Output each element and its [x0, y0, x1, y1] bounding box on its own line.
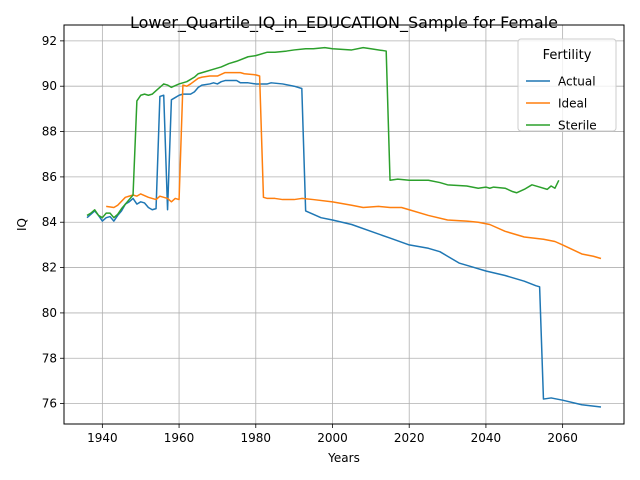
x-axis-label: Years	[327, 451, 360, 465]
legend-label-ideal: Ideal	[558, 97, 587, 111]
series-layer	[86, 46, 602, 408]
legend-label-sterile: Sterile	[558, 119, 597, 133]
y-tick-label: 82	[42, 261, 57, 275]
x-tick-label: 2040	[471, 431, 502, 445]
y-tick-label: 92	[42, 34, 57, 48]
plot-frame	[63, 24, 625, 425]
legend-box	[517, 38, 617, 132]
y-tick-label: 84	[42, 215, 57, 229]
series-line-ideal	[106, 71, 602, 260]
x-tick-label: 1960	[164, 431, 195, 445]
y-tick-label: 78	[42, 351, 57, 365]
legend-title: Fertility	[543, 48, 592, 63]
x-tick-label: 2000	[317, 431, 348, 445]
y-tick-label: 76	[42, 397, 57, 411]
y-tick-label: 86	[42, 170, 57, 184]
grid	[64, 25, 624, 424]
y-tick-label: 88	[42, 125, 57, 139]
legend: Fertility Actual Ideal Sterile	[517, 38, 617, 133]
chart-title: Lower_Quartile_IQ_in_EDUCATION_Sample fo…	[130, 13, 558, 33]
x-tick-label: 2020	[394, 431, 425, 445]
series-line-sterile	[86, 46, 560, 219]
y-axis-label: IQ	[15, 218, 29, 231]
y-axis: 76 78 80 82 84 86 88 90 92	[42, 34, 64, 411]
x-axis: 1940 1960 1980 2000 2020 2040 2060	[87, 424, 578, 445]
x-tick-label: 2060	[547, 431, 578, 445]
y-tick-label: 90	[42, 79, 57, 93]
y-tick-label: 80	[42, 306, 57, 320]
x-tick-label: 1980	[241, 431, 272, 445]
x-tick-label: 1940	[87, 431, 118, 445]
series-line-actual	[86, 79, 602, 408]
legend-label-actual: Actual	[558, 75, 596, 89]
